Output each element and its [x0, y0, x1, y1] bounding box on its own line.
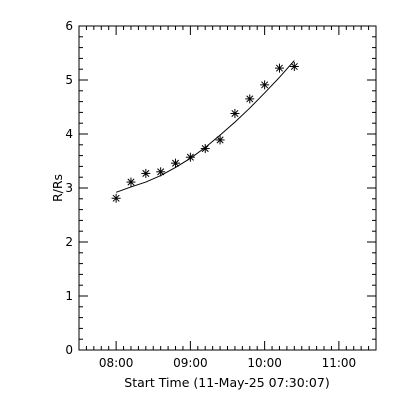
y-tick-label: 6	[65, 19, 73, 33]
data-point	[260, 80, 270, 90]
data-point	[185, 152, 195, 162]
y-axis-label: R/Rs	[50, 174, 65, 202]
data-point	[200, 144, 210, 154]
y-tick-labels: 0 1 2 3 4 5 6	[65, 19, 73, 357]
y-tick-label: 3	[65, 181, 73, 195]
x-tick-label: 11:00	[322, 356, 357, 370]
data-points	[111, 62, 299, 203]
data-point	[126, 177, 136, 187]
data-point	[111, 193, 121, 203]
data-point	[230, 108, 240, 118]
data-point	[215, 135, 225, 145]
plot-frame	[78, 25, 377, 351]
data-point	[171, 158, 181, 168]
data-point	[245, 94, 255, 104]
x-tick-labels: 08:00 09:00 10:00 11:00	[99, 356, 356, 370]
data-point	[141, 168, 151, 178]
y-tick-label: 4	[65, 127, 73, 141]
minor-ticks	[79, 26, 376, 350]
data-point	[289, 62, 299, 71]
y-tick-label: 0	[65, 343, 73, 357]
y-tick-label: 5	[65, 73, 73, 87]
y-tick-label: 2	[65, 235, 73, 249]
major-ticks	[79, 25, 376, 351]
fit-line	[115, 60, 295, 193]
x-tick-label: 10:00	[247, 356, 282, 370]
x-axis-label: Start Time (11-May-25 07:30:07)	[124, 375, 329, 390]
data-point	[156, 167, 166, 177]
x-tick-label: 08:00	[99, 356, 134, 370]
data-point	[274, 63, 284, 73]
y-tick-label: 1	[65, 289, 73, 303]
x-tick-label: 09:00	[173, 356, 208, 370]
